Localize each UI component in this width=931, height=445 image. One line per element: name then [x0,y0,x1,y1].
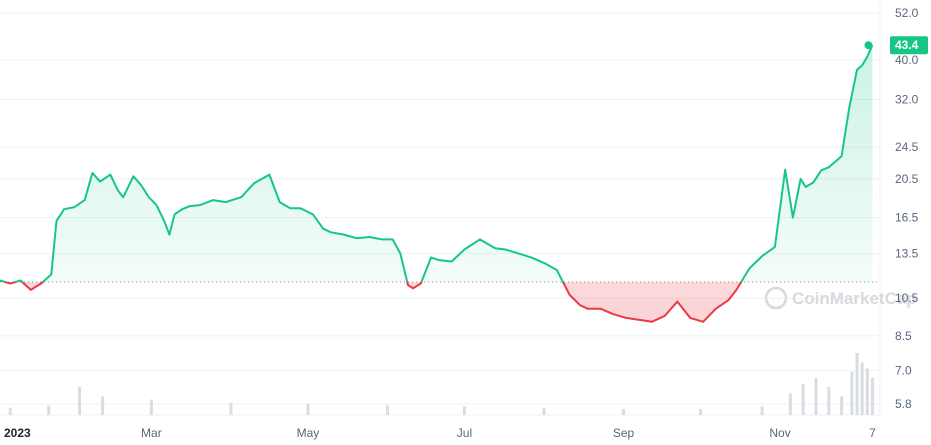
volume-bar [699,408,703,415]
volume-bar [78,387,82,415]
last-price-label: 43.4 [895,38,919,52]
volume-bar [850,371,854,415]
volume-bar [149,399,153,415]
volume-bar [229,402,233,415]
volume-bar [101,396,105,415]
y-tick-label: 32.0 [895,93,919,107]
last-price-dot [864,41,873,50]
area-fill [0,45,873,322]
volume-bar [788,393,792,415]
x-tick-label: May [297,426,320,440]
x-tick-label: 7 [869,426,876,440]
x-tick-label: Jul [457,426,472,440]
x-axis: 2023 Mar May Jul Sep Nov 7 [4,426,876,440]
volume-bar [801,384,805,415]
volume-bar [840,396,844,415]
volume-bar [385,405,389,415]
volume-bar [622,408,626,415]
watermark-text: CoinMarketCap [792,289,917,308]
x-tick-label: Sep [613,426,635,440]
y-tick-label: 24.5 [895,140,919,154]
y-tick-label: 8.5 [895,329,912,343]
price-line-down [1,281,743,323]
y-tick-label: 10.5 [895,291,919,305]
y-tick-label: 52.0 [895,6,919,20]
volume-bar [760,406,764,415]
volume-bar [814,377,818,415]
area-fill-up [0,45,873,282]
y-tick-label: 16.5 [895,211,919,225]
x-tick-label: 2023 [4,426,31,440]
y-tick-label: 40.0 [895,53,919,67]
price-line-up [0,44,874,282]
volume-bar [827,387,831,415]
volume-bar [306,403,310,415]
volume-bar [860,362,864,415]
y-tick-label: 5.8 [895,397,912,411]
volume-bar [8,407,12,415]
x-tick-label: Nov [769,426,790,440]
coinmarketcap-logo-icon [764,286,788,310]
y-axis: 5.8 7.0 8.5 10.5 13.5 16.5 20.5 24.5 32.0 40.0 52.… [895,6,919,411]
volume-bar [865,368,869,415]
x-tick-label: Mar [141,426,162,440]
area-fill-down [0,281,873,322]
coinmarketcap-watermark: CoinMarketCap [764,286,917,310]
volume-bar [870,377,874,415]
volume-bar [462,406,466,415]
last-price-tag [890,36,928,55]
volume-bars [8,353,874,415]
volume-bar [542,407,546,415]
volume-bar [47,405,51,415]
price-line [0,44,874,323]
y-tick-label: 7.0 [895,363,912,377]
last-price-marker: 43.4 [864,36,928,55]
volume-bar [855,353,859,415]
y-tick-label: 20.5 [895,172,919,186]
y-tick-label: 13.5 [895,246,919,260]
